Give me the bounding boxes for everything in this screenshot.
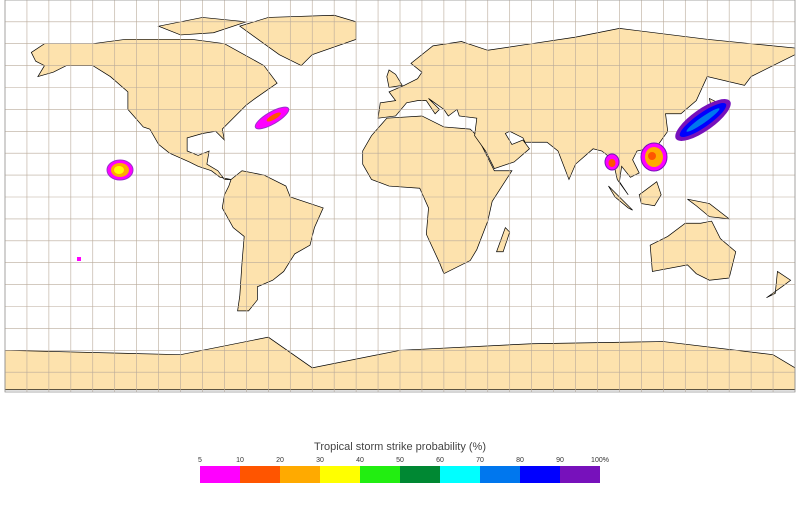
landmass bbox=[608, 185, 633, 211]
legend-tick-label: 20 bbox=[276, 457, 284, 464]
prob-area bbox=[114, 166, 124, 174]
graticule bbox=[4, 0, 796, 392]
storm-bay-of-bengal bbox=[604, 153, 620, 171]
storm-japan bbox=[675, 99, 731, 141]
prob-area bbox=[686, 108, 720, 132]
landmass bbox=[687, 198, 731, 220]
map-frame bbox=[4, 0, 796, 393]
landmass bbox=[638, 181, 662, 207]
legend-swatch bbox=[480, 466, 520, 483]
legend-tick-label: 70 bbox=[476, 457, 484, 464]
legend-tick-label: 80 bbox=[516, 457, 524, 464]
legend-swatch bbox=[400, 466, 440, 483]
legend-swatch bbox=[360, 466, 400, 483]
storm-east-pacific bbox=[106, 159, 134, 181]
legend-tick-label: 10 bbox=[236, 457, 244, 464]
legend-swatch bbox=[320, 466, 360, 483]
prob-area bbox=[648, 152, 656, 160]
legend-tick-label: 90 bbox=[556, 457, 564, 464]
storm-atlantic bbox=[254, 106, 290, 130]
legend-swatch bbox=[280, 466, 320, 483]
legend-swatch bbox=[520, 466, 560, 483]
storm-probabilities bbox=[77, 99, 731, 261]
prob-area bbox=[77, 257, 81, 261]
legend-swatch bbox=[200, 466, 240, 483]
legend: 5 10 20 30 40 50 60 70 80 90 100% bbox=[198, 457, 609, 483]
storm-south-china-sea bbox=[640, 142, 668, 172]
legend-tick-label: 50 bbox=[396, 457, 404, 464]
prob-area bbox=[608, 159, 616, 167]
legend-tick-label: 40 bbox=[356, 457, 364, 464]
legend-tick-label: 5 bbox=[198, 457, 202, 464]
legend-tick-label: 60 bbox=[436, 457, 444, 464]
landmass bbox=[377, 28, 796, 196]
legend-title: Tropical storm strike probability (%) bbox=[314, 441, 486, 453]
legend-tick-label: 100% bbox=[591, 457, 609, 464]
legend-tick-label: 30 bbox=[316, 457, 324, 464]
prob-area bbox=[266, 112, 281, 122]
legend-swatch bbox=[560, 466, 600, 483]
legend-swatch bbox=[440, 466, 480, 483]
legend-swatch bbox=[240, 466, 280, 483]
